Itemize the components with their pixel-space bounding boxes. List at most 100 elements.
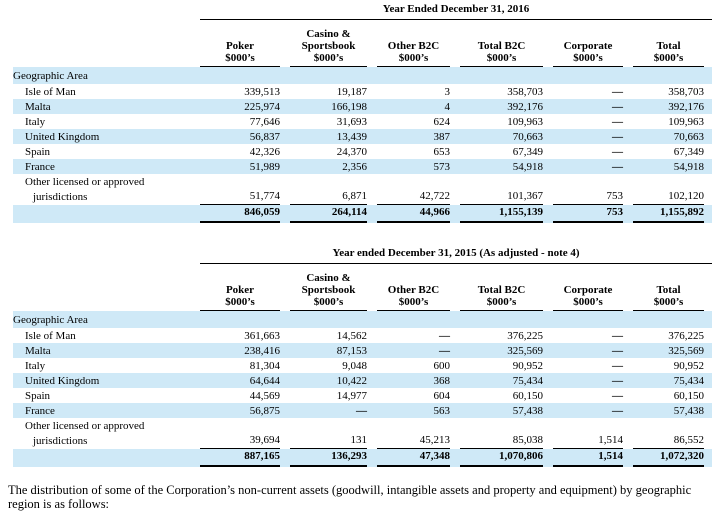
row-label: Isle of Man [25, 330, 76, 342]
value-cell: 77,646 [249, 116, 280, 128]
value-cell: 19,187 [336, 86, 367, 98]
value-cell: — [439, 330, 450, 342]
value-cell: 604 [433, 390, 451, 402]
table-row-other-jurisdictions: Other licensed or approved jurisdictions… [13, 174, 712, 205]
value-cell: 39,694 [190, 418, 280, 449]
spacer-cell [13, 3, 190, 20]
column-unit: $000’s [225, 296, 255, 308]
value-cell: 573 [367, 159, 450, 174]
row-label: Isle of Man [25, 86, 76, 98]
total-row: 887,165 136,293 47,348 1,070,806 1,514 1… [13, 449, 712, 467]
spacer-cell [13, 449, 190, 467]
column-header-corporate: Corporate $000’s [543, 264, 623, 311]
column-label: Corporate [563, 284, 613, 296]
column-header-total: Total $000’s [623, 264, 712, 311]
value-cell: 54,918 [450, 159, 543, 174]
column-header-other-b2c: Other B2C $000’s [367, 20, 450, 67]
total-cell: 1,070,806 [450, 449, 543, 467]
column-header-row: Poker $000’s Casino & Sportsbook $000’s Ot… [13, 20, 712, 67]
table-row-other-jurisdictions: Other licensed or approved jurisdictions… [13, 418, 712, 449]
value-cell: 64,644 [190, 373, 280, 388]
value-cell: 653 [433, 146, 451, 158]
spacer-cell [13, 205, 190, 223]
value-cell: 358,703 [507, 86, 543, 98]
column-header-poker: Poker $000’s [190, 20, 280, 67]
value-cell: — [543, 129, 623, 144]
table-row-spain: Spain 42,326 24,370 653 67,349 — 67,349 [13, 144, 712, 159]
column-unit: $000’s [653, 296, 684, 308]
value-cell: 361,663 [244, 330, 280, 342]
value-cell: 75,434 [450, 373, 543, 388]
value-cell: 81,304 [249, 360, 280, 372]
value-cell: 6,871 [280, 174, 367, 205]
table-row-malta: Malta 225,974 166,198 4 392,176 — 392,17… [13, 99, 712, 114]
total-cell: 264,114 [280, 205, 367, 223]
value-cell: 2,356 [280, 159, 367, 174]
column-unit: $000’s [313, 52, 344, 64]
table-title-cell: Year Ended December 31, 2016 [190, 3, 712, 20]
row-label: Malta [13, 343, 190, 358]
value-cell: 109,963 [668, 116, 704, 128]
column-header-other-b2c: Other B2C $000’s [367, 264, 450, 311]
total-cell: 753 [543, 205, 623, 223]
value-cell: 1,514 [543, 418, 623, 449]
total-cell: 47,348 [367, 449, 450, 467]
table-row-isle-of-man: Isle of Man 361,663 14,562 — 376,225 — 3… [13, 328, 712, 343]
row-label: Other licensed or approved jurisdictions [25, 420, 145, 447]
total-cell: 1,155,139 [450, 205, 543, 223]
value-cell: 57,438 [450, 403, 543, 418]
column-header-total-b2c: Total B2C $000’s [450, 264, 543, 311]
column-label: Casino & Sportsbook [301, 272, 356, 296]
table-row-italy: Italy 77,646 31,693 624 109,963 — 109,96… [13, 114, 712, 129]
column-header-corporate: Corporate $000’s [543, 20, 623, 67]
value-cell: — [543, 99, 623, 114]
value-cell: 225,974 [190, 99, 280, 114]
table-title-row: Year Ended December 31, 2016 [13, 3, 712, 20]
value-cell: 57,438 [623, 403, 712, 418]
section-row-geographic-area: Geographic Area [13, 67, 712, 84]
total-cell: 1,155,892 [623, 205, 712, 223]
value-cell: 9,048 [342, 360, 367, 372]
value-cell: 753 [543, 174, 623, 205]
value-cell: 60,150 [512, 390, 543, 402]
revenue-table-2016: Year Ended December 31, 2016 Poker $000’s… [13, 3, 712, 223]
table-row-malta: Malta 238,416 87,153 — 325,569 — 325,569 [13, 343, 712, 358]
value-cell: 109,963 [507, 116, 543, 128]
value-cell: 624 [433, 116, 451, 128]
column-label: Other B2C [387, 284, 440, 296]
value-cell: 51,774 [190, 174, 280, 205]
value-cell: 44,569 [249, 390, 280, 402]
column-unit: $000’s [573, 52, 603, 64]
section-label: Geographic Area [13, 67, 712, 84]
value-cell: 368 [367, 373, 450, 388]
row-label: Spain [25, 390, 51, 402]
spacer-cell [13, 247, 190, 264]
value-cell: 392,176 [623, 99, 712, 114]
table-title-row: Year ended December 31, 2015 (As adjuste… [13, 247, 712, 264]
column-label: Corporate [563, 40, 613, 52]
value-cell: 101,367 [450, 174, 543, 205]
table-row-france: France 51,989 2,356 573 54,918 — 54,918 [13, 159, 712, 174]
column-unit: $000’s [486, 52, 517, 64]
value-cell: 358,703 [668, 86, 704, 98]
table-row-france: France 56,875 — 563 57,438 — 57,438 [13, 403, 712, 418]
row-label: Italy [25, 360, 46, 372]
column-header-casino-sportsbook: Casino & Sportsbook $000’s [280, 20, 367, 67]
value-cell: 31,693 [336, 116, 367, 128]
value-cell: 45,213 [367, 418, 450, 449]
table-row-spain: Spain 44,569 14,977 604 60,150 — 60,150 [13, 388, 712, 403]
column-label: Poker [225, 284, 255, 296]
table-title: Year Ended December 31, 2016 [200, 3, 712, 20]
column-label: Casino & Sportsbook [301, 28, 356, 52]
value-cell: 392,176 [450, 99, 543, 114]
value-cell: 325,569 [623, 343, 712, 358]
value-cell: 70,663 [623, 129, 712, 144]
value-cell: 56,837 [190, 129, 280, 144]
column-unit: $000’s [573, 296, 603, 308]
value-cell: 87,153 [280, 343, 367, 358]
value-cell: 339,513 [244, 86, 280, 98]
value-cell: — [543, 159, 623, 174]
value-cell: 85,038 [450, 418, 543, 449]
value-cell: 14,977 [336, 390, 367, 402]
